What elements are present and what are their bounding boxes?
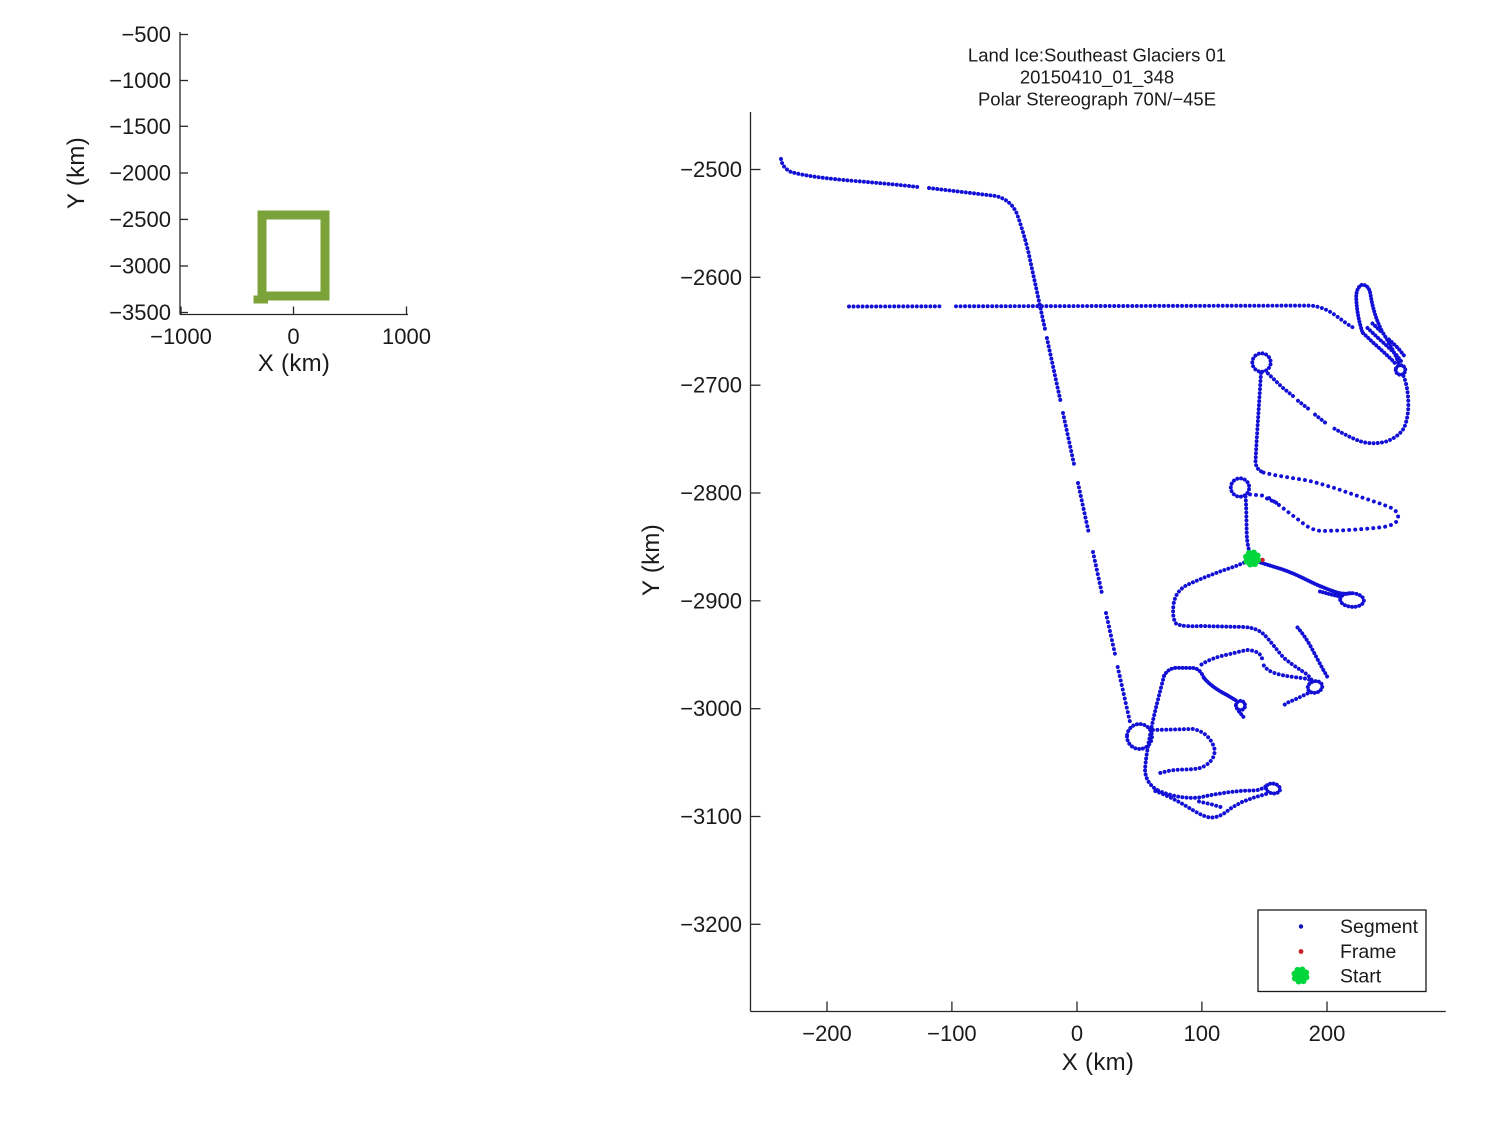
svg-text:0: 0 xyxy=(287,324,299,349)
svg-text:−1000: −1000 xyxy=(109,68,171,93)
svg-text:−200: −200 xyxy=(802,1021,852,1046)
svg-text:Polar Stereograph 70N/−45E: Polar Stereograph 70N/−45E xyxy=(978,89,1216,110)
svg-text:−3500: −3500 xyxy=(109,300,171,325)
svg-text:−2700: −2700 xyxy=(680,373,742,398)
svg-text:Y (km): Y (km) xyxy=(63,137,90,209)
svg-text:X (km): X (km) xyxy=(1062,1049,1134,1076)
svg-text:−3000: −3000 xyxy=(680,696,742,721)
svg-text:200: 200 xyxy=(1309,1021,1346,1046)
svg-text:−3100: −3100 xyxy=(680,804,742,829)
svg-text:−1500: −1500 xyxy=(109,114,171,139)
svg-text:20150410_01_348: 20150410_01_348 xyxy=(1020,67,1174,89)
svg-text:0: 0 xyxy=(1071,1021,1083,1046)
svg-text:Y (km): Y (km) xyxy=(638,524,665,596)
svg-text:X (km): X (km) xyxy=(258,350,330,377)
svg-text:−2600: −2600 xyxy=(680,265,742,290)
svg-text:−3000: −3000 xyxy=(109,254,171,279)
svg-text:−100: −100 xyxy=(927,1021,977,1046)
svg-text:−3200: −3200 xyxy=(680,912,742,937)
svg-text:−2000: −2000 xyxy=(109,161,171,186)
svg-text:Segment: Segment xyxy=(1340,916,1419,938)
svg-text:Land Ice:Southeast Glaciers 01: Land Ice:Southeast Glaciers 01 xyxy=(968,45,1226,66)
svg-text:Frame: Frame xyxy=(1340,941,1396,963)
svg-text:1000: 1000 xyxy=(382,324,431,349)
svg-text:−2800: −2800 xyxy=(680,481,742,506)
svg-text:Start: Start xyxy=(1340,966,1382,988)
svg-text:−500: −500 xyxy=(121,22,171,47)
svg-text:−2500: −2500 xyxy=(680,157,742,182)
svg-text:−2900: −2900 xyxy=(680,588,742,613)
svg-text:−2500: −2500 xyxy=(109,207,171,232)
svg-text:−1000: −1000 xyxy=(150,324,212,349)
svg-text:100: 100 xyxy=(1184,1021,1221,1046)
